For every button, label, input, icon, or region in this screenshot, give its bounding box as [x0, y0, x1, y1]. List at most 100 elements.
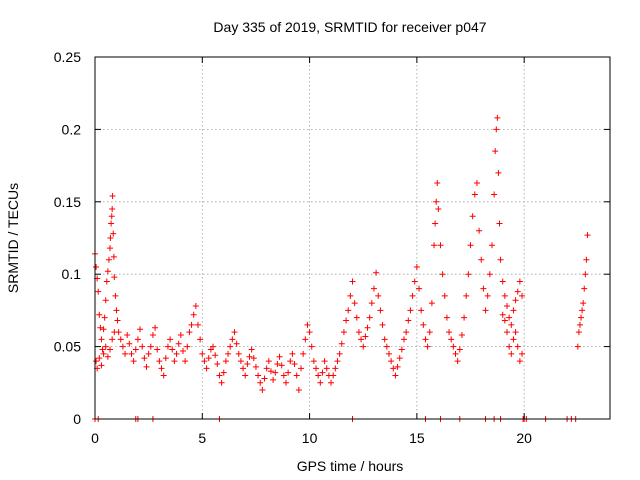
- data-point: [465, 271, 472, 278]
- data-point: [582, 271, 589, 278]
- data-point: [124, 332, 131, 339]
- data-point: [473, 179, 480, 186]
- data-point: [93, 358, 100, 365]
- data-point: [319, 369, 326, 376]
- data-point: [385, 350, 392, 357]
- y-tick-label: 0: [73, 411, 81, 427]
- data-point: [114, 317, 121, 324]
- data-point: [360, 343, 367, 350]
- data-point: [177, 332, 184, 339]
- data-point: [182, 358, 189, 365]
- data-point: [396, 355, 403, 362]
- data-point: [482, 307, 489, 314]
- data-point: [210, 343, 217, 350]
- x-axis-title: GPS time / hours: [297, 458, 404, 474]
- data-point: [293, 372, 300, 379]
- data-point: [190, 311, 197, 318]
- data-point: [323, 365, 330, 372]
- data-point: [107, 235, 114, 241]
- data-point: [512, 297, 519, 304]
- data-point: [113, 307, 120, 314]
- data-point: [394, 363, 401, 370]
- data-point: [97, 324, 104, 331]
- data-point: [111, 274, 118, 281]
- data-point: [164, 343, 171, 350]
- data-point: [149, 332, 156, 339]
- data-point: [188, 321, 195, 328]
- data-point: [501, 292, 508, 299]
- data-point: [109, 336, 116, 343]
- data-point: [317, 379, 324, 386]
- data-point: [439, 271, 446, 278]
- data-point: [334, 358, 341, 365]
- data-point: [411, 278, 418, 285]
- data-point: [581, 285, 588, 292]
- data-point: [379, 321, 386, 328]
- data-point: [332, 365, 339, 372]
- data-point: [512, 329, 519, 336]
- data-point: [184, 343, 191, 350]
- data-point: [510, 336, 517, 343]
- data-point: [580, 300, 587, 307]
- data-point: [516, 358, 523, 365]
- data-point: [227, 343, 234, 350]
- data-point: [108, 213, 115, 220]
- data-point: [186, 329, 193, 336]
- data-point: [426, 329, 433, 336]
- data-point: [514, 343, 521, 350]
- y-tick-label: 0.1: [62, 266, 82, 282]
- data-point: [154, 346, 161, 353]
- data-point: [237, 358, 244, 365]
- data-point: [95, 288, 102, 295]
- data-point: [229, 336, 236, 343]
- data-point: [112, 292, 119, 299]
- data-point: [276, 353, 283, 360]
- data-point: [347, 292, 354, 299]
- data-point: [278, 362, 285, 369]
- x-tick-label: 0: [91, 430, 99, 446]
- data-point: [418, 307, 425, 314]
- data-point: [381, 336, 388, 343]
- data-point: [516, 278, 523, 285]
- data-point: [576, 321, 583, 328]
- data-point: [441, 292, 448, 299]
- data-points: [92, 114, 591, 422]
- data-point: [407, 307, 414, 314]
- data-point: [175, 340, 182, 347]
- data-point: [373, 269, 380, 276]
- data-point: [257, 379, 264, 386]
- data-point: [109, 206, 116, 213]
- data-point: [93, 263, 100, 270]
- data-point: [162, 355, 169, 362]
- data-point: [375, 292, 382, 299]
- data-point: [343, 317, 350, 324]
- data-point: [315, 372, 322, 379]
- data-point: [467, 242, 474, 249]
- data-point: [137, 326, 144, 333]
- data-point: [192, 303, 199, 310]
- data-point: [480, 285, 487, 292]
- data-point: [134, 336, 141, 343]
- data-point: [96, 355, 103, 362]
- data-point: [291, 360, 298, 367]
- data-point: [225, 350, 232, 357]
- data-point: [330, 372, 337, 379]
- data-point: [349, 278, 356, 285]
- data-point: [102, 297, 109, 304]
- data-point: [506, 314, 513, 321]
- data-point: [446, 329, 453, 336]
- data-point: [424, 343, 431, 350]
- data-point: [496, 220, 503, 227]
- data-point: [220, 369, 227, 376]
- grid-layer: [95, 57, 610, 419]
- data-point: [126, 340, 133, 347]
- data-point: [494, 114, 501, 121]
- data-point: [456, 346, 463, 353]
- data-point: [495, 169, 502, 176]
- data-point: [132, 346, 139, 353]
- data-point: [179, 347, 186, 354]
- data-point: [107, 245, 114, 252]
- data-point: [158, 365, 165, 372]
- data-point: [203, 365, 210, 372]
- x-tick-label: 20: [516, 430, 532, 446]
